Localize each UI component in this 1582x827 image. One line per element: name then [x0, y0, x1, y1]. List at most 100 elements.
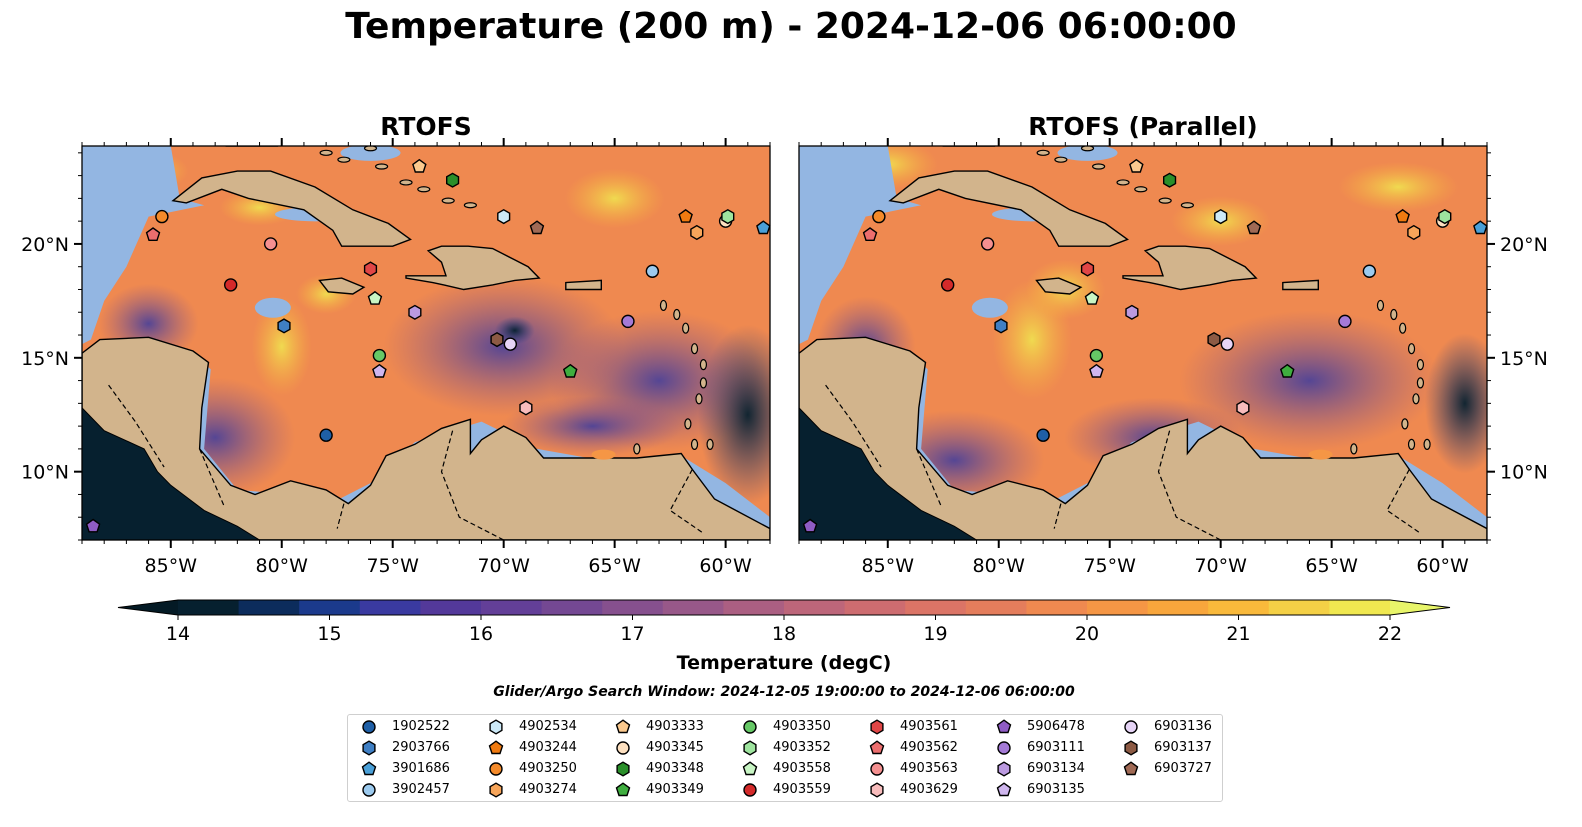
observation-6903135 [372, 363, 387, 378]
island [1054, 156, 1068, 163]
legend-label: 1902522 [392, 719, 450, 734]
legend-label: 6903135 [1027, 782, 1085, 797]
colorbar-segment [965, 600, 1027, 615]
legend-item: 6903111 [991, 737, 1085, 758]
pentagon-marker-icon [742, 760, 758, 775]
pentagon-marker-icon [996, 718, 1012, 733]
lon-tick-label: 75°W [366, 555, 419, 577]
circle-marker-icon [1124, 719, 1138, 734]
circle-marker-icon [362, 719, 376, 734]
legend-item: 6903135 [991, 779, 1085, 800]
island [1350, 443, 1358, 455]
island [319, 149, 333, 156]
observation-6903136 [503, 337, 518, 351]
observation-4903333 [1129, 158, 1144, 173]
observation-4903562 [145, 227, 161, 242]
country-border [336, 503, 345, 529]
observation-4903561 [1080, 261, 1095, 277]
hexagon-marker-icon [997, 760, 1011, 777]
island [684, 418, 692, 430]
hispaniola [405, 245, 541, 291]
island [1407, 343, 1416, 355]
legend-label: 4903274 [519, 782, 577, 797]
island [1134, 186, 1148, 193]
legend-marker [870, 781, 884, 798]
island [1412, 393, 1420, 405]
hexagon-marker-icon [489, 781, 503, 798]
colorbar-segment [359, 600, 421, 615]
legend-item: 2903766 [356, 737, 450, 758]
observation-4903349 [1279, 363, 1295, 378]
lon-tick-label: 80°W [256, 555, 309, 577]
island [363, 146, 378, 152]
observation-4903559 [940, 278, 955, 292]
observation-4903274 [690, 224, 704, 241]
observation-3901686 [1473, 220, 1488, 235]
legend-label: 4903559 [773, 782, 831, 797]
legend-item: 4902534 [483, 716, 577, 737]
legend-label: 4902534 [519, 719, 577, 734]
island [695, 393, 703, 405]
legend-item: 4903274 [483, 779, 577, 800]
colorbar-segment [481, 600, 543, 615]
legend-label: 4903558 [773, 761, 831, 776]
legend-marker [743, 739, 757, 756]
lon-tick-label: 70°W [1194, 555, 1247, 577]
legend-item: 3902457 [356, 779, 450, 800]
island [1416, 377, 1425, 389]
colorbar-label: Temperature (degC) [676, 652, 892, 674]
map-panels: 85°W 80°W 75°W 70°W 65°W 60°W 20°N 15°N 10°N 85°… [21, 138, 1548, 577]
pentagon-marker-icon [869, 739, 885, 754]
legend-label: 4903563 [900, 761, 958, 776]
legend-item: 4903558 [737, 758, 831, 779]
island [682, 322, 690, 334]
circle-marker-icon [870, 761, 884, 776]
observation-6903134 [1125, 304, 1139, 320]
legend-marker [362, 782, 376, 797]
hexagon-marker-icon [1124, 739, 1138, 756]
country-border [669, 469, 704, 534]
hexagon-marker-icon [870, 781, 884, 798]
colorbar-segment [299, 600, 361, 615]
legend-item: 6903137 [1118, 737, 1212, 758]
country-border [1053, 503, 1062, 529]
pentagon-marker-icon [488, 739, 504, 754]
lat-tick-label: 20°N [21, 234, 69, 256]
legend-item: 4903352 [737, 737, 831, 758]
legend-label: 4903250 [519, 761, 577, 776]
colorbar-segment [238, 600, 300, 615]
colorbar-segment [602, 600, 664, 615]
observation-5906478 [802, 518, 818, 533]
cuba [171, 170, 412, 247]
legend-item: 6903134 [991, 758, 1085, 779]
hexagon-marker-icon [870, 718, 884, 735]
legend-label: 6903136 [1154, 719, 1212, 734]
observation-6903137 [490, 331, 504, 348]
legend-label: 3901686 [392, 761, 450, 776]
island [1407, 438, 1416, 450]
temperature-field [799, 146, 1487, 540]
colorbar-segment [1208, 600, 1270, 615]
figure-title: Temperature (200 m) - 2024-12-06 06:00:0… [345, 6, 1237, 47]
lon-tick-label: 75°W [1083, 555, 1136, 577]
observation-4903558 [367, 290, 383, 305]
observation-3902457 [645, 264, 660, 278]
observation-4903352 [721, 208, 735, 225]
island [1080, 146, 1095, 152]
legend-marker [615, 781, 631, 796]
observation-4903563 [263, 237, 278, 251]
hexagon-marker-icon [616, 760, 630, 777]
colorbar-segment [1087, 600, 1149, 615]
circle-marker-icon [616, 740, 630, 755]
colorbar-segment [541, 600, 603, 615]
colorbar-segment [420, 600, 482, 615]
observation-4903250 [872, 209, 886, 224]
island [1180, 202, 1194, 209]
lat-tick-label: 20°N [1500, 234, 1548, 256]
observation-4903350 [1089, 348, 1104, 363]
island [706, 438, 714, 450]
legend-label: 2903766 [392, 740, 450, 755]
legend-marker [616, 740, 630, 755]
hexagon-marker-icon [489, 718, 503, 735]
observation-6903727 [529, 220, 545, 235]
